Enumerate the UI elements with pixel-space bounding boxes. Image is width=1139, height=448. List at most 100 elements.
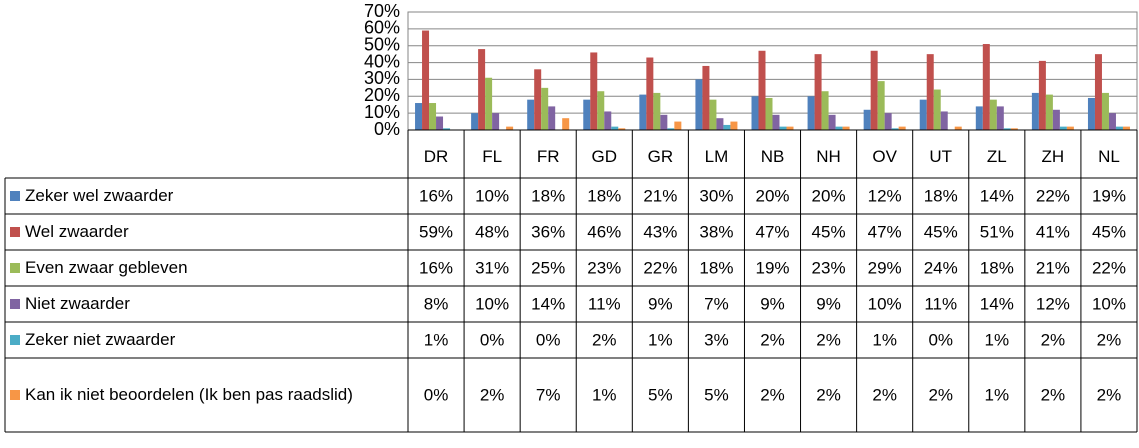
- table-value: 2%: [760, 385, 785, 404]
- bar: [1094, 54, 1102, 131]
- bar: [429, 103, 437, 130]
- bar: [618, 128, 626, 130]
- table-value: 2%: [760, 330, 785, 349]
- y-tick-label: 50%: [364, 34, 400, 54]
- legend-label: Niet zwaarder: [25, 294, 130, 313]
- table-value: 5%: [648, 385, 673, 404]
- table-value: 25%: [531, 258, 565, 277]
- table-value: 1%: [985, 330, 1010, 349]
- bar: [884, 113, 892, 130]
- table-value: 14%: [980, 294, 1014, 313]
- bar: [443, 128, 451, 130]
- table-value: 9%: [648, 294, 673, 313]
- table-value: 30%: [699, 186, 733, 205]
- table-value: 46%: [587, 222, 621, 241]
- table-value: 9%: [816, 294, 841, 313]
- bar: [667, 128, 675, 130]
- category-label: NB: [761, 147, 785, 166]
- bar: [590, 52, 598, 131]
- legend-label: Wel zwaarder: [25, 222, 129, 241]
- bar: [835, 126, 843, 130]
- table-value: 24%: [924, 258, 958, 277]
- table-value: 29%: [868, 258, 902, 277]
- bar: [975, 106, 983, 130]
- legend-cell: Wel zwaarder: [8, 214, 404, 250]
- y-tick-label: 10%: [364, 102, 400, 122]
- table-value: 2%: [1097, 385, 1122, 404]
- table-value: 10%: [868, 294, 902, 313]
- legend-swatch: [10, 335, 20, 345]
- table-value: 19%: [755, 258, 789, 277]
- table-value: 21%: [1036, 258, 1070, 277]
- category-label: LM: [705, 147, 729, 166]
- table-value: 18%: [531, 186, 565, 205]
- table-value: 1%: [648, 330, 673, 349]
- table-value: 20%: [755, 186, 789, 205]
- table-value: 5%: [704, 385, 729, 404]
- y-tick-label: 20%: [364, 85, 400, 105]
- table-value: 2%: [1041, 385, 1066, 404]
- bar: [982, 44, 990, 130]
- table-value: 22%: [1092, 258, 1126, 277]
- legend-swatch: [10, 390, 20, 400]
- category-label: ZL: [987, 147, 1007, 166]
- bar: [695, 79, 703, 130]
- bar: [1087, 97, 1095, 130]
- bar: [1108, 113, 1116, 130]
- category-label: FL: [482, 147, 502, 166]
- table-value: 1%: [424, 330, 449, 349]
- bar: [786, 126, 794, 130]
- bar: [534, 69, 542, 130]
- table-value: 1%: [985, 385, 1010, 404]
- legend-cell: Zeker wel zwaarder: [8, 178, 404, 214]
- table-value: 45%: [812, 222, 846, 241]
- bar: [660, 114, 668, 130]
- bar: [1115, 126, 1123, 130]
- table-value: 0%: [536, 330, 561, 349]
- bar: [527, 99, 535, 130]
- table-value: 0%: [928, 330, 953, 349]
- legend-entry: Zeker niet zwaarder: [8, 322, 404, 358]
- category-label: GD: [592, 147, 618, 166]
- table-value: 16%: [419, 186, 453, 205]
- bar: [1101, 92, 1109, 130]
- bar: [436, 116, 444, 130]
- legend-cell: Niet zwaarder: [10, 294, 130, 313]
- bar: [1031, 92, 1039, 130]
- y-tick-label: 60%: [364, 18, 400, 38]
- table-value: 59%: [419, 222, 453, 241]
- category-label: GR: [648, 147, 674, 166]
- legend-label: Kan ik niet beoordelen (Ik ben pas raads…: [25, 385, 353, 404]
- table-value: 2%: [1041, 330, 1066, 349]
- bar: [478, 49, 486, 131]
- table-value: 8%: [424, 294, 449, 313]
- category-label: UT: [929, 147, 952, 166]
- bar: [926, 54, 934, 131]
- bar: [604, 111, 612, 130]
- y-tick-label: 30%: [364, 68, 400, 88]
- bar: [415, 103, 423, 130]
- bar: [674, 121, 682, 130]
- table-value: 47%: [868, 222, 902, 241]
- table-value: 18%: [587, 186, 621, 205]
- bar: [765, 97, 773, 130]
- bar: [646, 57, 654, 131]
- bar: [471, 113, 479, 130]
- table-value: 2%: [816, 330, 841, 349]
- bar: [828, 114, 836, 130]
- table-value: 45%: [924, 222, 958, 241]
- bar: [541, 87, 549, 130]
- table-value: 9%: [760, 294, 785, 313]
- table-value: 1%: [872, 330, 897, 349]
- legend-label: Zeker wel zwaarder: [25, 186, 174, 205]
- bar: [485, 77, 493, 130]
- legend-entry: Zeker wel zwaarder: [8, 178, 404, 214]
- bar: [653, 92, 661, 130]
- legend-entry: Wel zwaarder: [8, 214, 404, 250]
- table-value: 16%: [419, 258, 453, 277]
- table-value: 14%: [980, 186, 1014, 205]
- table-value: 3%: [704, 330, 729, 349]
- bar: [709, 99, 717, 130]
- bar: [891, 128, 899, 130]
- y-tick-label: 40%: [364, 51, 400, 71]
